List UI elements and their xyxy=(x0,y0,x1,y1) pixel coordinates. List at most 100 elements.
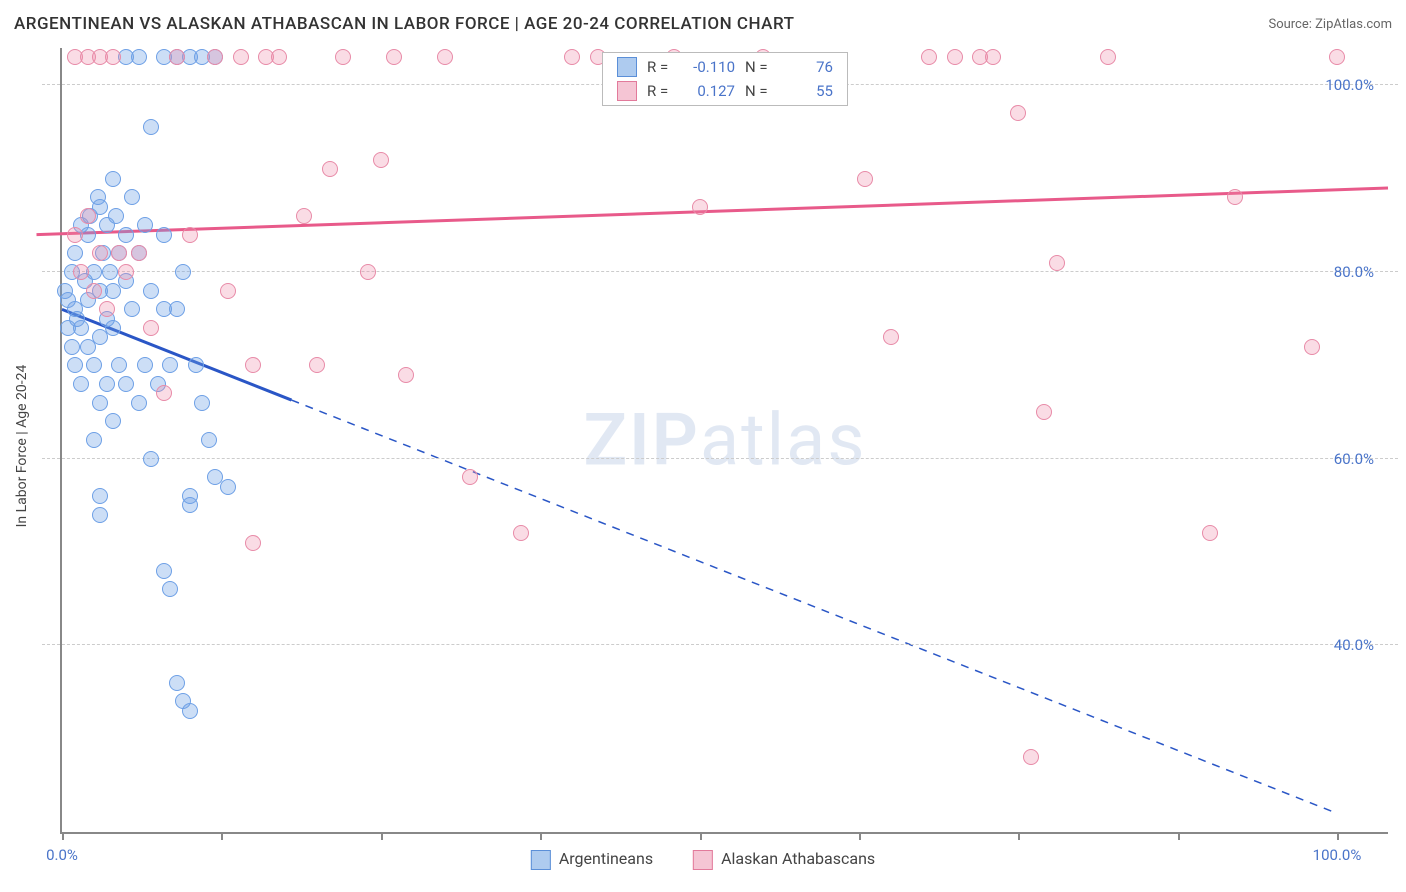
data-point xyxy=(99,376,115,392)
data-point xyxy=(1304,339,1320,355)
data-point xyxy=(118,227,134,243)
x-tick-label: 0.0% xyxy=(46,846,78,864)
data-point xyxy=(92,488,108,504)
x-tick xyxy=(1018,832,1020,840)
data-point xyxy=(1227,189,1243,205)
data-point xyxy=(1329,49,1345,65)
data-point xyxy=(309,357,325,373)
data-point xyxy=(105,49,121,65)
series-swatch-1 xyxy=(531,850,551,870)
data-point xyxy=(60,320,76,336)
data-point xyxy=(188,357,204,373)
series-label-2: Alaskan Athabascans xyxy=(721,849,875,868)
data-point xyxy=(86,283,102,299)
data-point xyxy=(162,357,178,373)
data-point xyxy=(169,49,185,65)
plot-area: ZIPatlas R = -0.110 N = 76 R = 0.127 N =… xyxy=(60,48,1388,834)
source-name: ZipAtlas.com xyxy=(1315,17,1392,32)
legend-n-label-2: N = xyxy=(745,82,771,100)
data-point xyxy=(1202,525,1218,541)
data-point xyxy=(131,395,147,411)
x-tick xyxy=(540,832,542,840)
correlation-legend-row-2: R = 0.127 N = 55 xyxy=(603,79,847,103)
series-legend-item-2: Alaskan Athabascans xyxy=(693,849,875,870)
legend-r-label-2: R = xyxy=(647,82,673,100)
data-point xyxy=(156,563,172,579)
gridline-h xyxy=(42,644,1398,645)
data-point xyxy=(67,245,83,261)
data-point xyxy=(1010,105,1026,121)
x-tick xyxy=(859,832,861,840)
data-point xyxy=(143,451,159,467)
data-point xyxy=(105,320,121,336)
data-point xyxy=(182,227,198,243)
data-point xyxy=(245,357,261,373)
data-point xyxy=(564,49,580,65)
x-tick xyxy=(700,832,702,840)
data-point xyxy=(131,245,147,261)
x-tick-label: 100.0% xyxy=(1313,846,1362,864)
trend-line-solid xyxy=(62,309,292,400)
data-point xyxy=(92,507,108,523)
series-legend-item-1: Argentineans xyxy=(531,849,653,870)
data-point xyxy=(462,469,478,485)
data-point xyxy=(137,217,153,233)
legend-swatch-2 xyxy=(617,81,637,101)
data-point xyxy=(73,376,89,392)
data-point xyxy=(220,479,236,495)
legend-r-value-1: -0.110 xyxy=(683,58,735,76)
legend-r-value-2: 0.127 xyxy=(683,82,735,100)
x-tick xyxy=(1178,832,1180,840)
y-tick-label: 100.0% xyxy=(1325,76,1374,94)
data-point xyxy=(73,264,89,280)
data-point xyxy=(143,320,159,336)
data-point xyxy=(1036,404,1052,420)
legend-swatch-1 xyxy=(617,57,637,77)
data-point xyxy=(175,264,191,280)
x-tick xyxy=(381,832,383,840)
data-point xyxy=(373,152,389,168)
y-tick-label: 40.0% xyxy=(1334,636,1374,654)
data-point xyxy=(92,245,108,261)
data-point xyxy=(201,432,217,448)
data-point xyxy=(194,395,210,411)
data-point xyxy=(857,171,873,187)
series-legend: Argentineans Alaskan Athabascans xyxy=(531,849,875,870)
correlation-legend: R = -0.110 N = 76 R = 0.127 N = 55 xyxy=(602,52,848,106)
data-point xyxy=(105,413,121,429)
chart-title: ARGENTINEAN VS ALASKAN ATHABASCAN IN LAB… xyxy=(14,14,794,34)
data-point xyxy=(182,703,198,719)
data-point xyxy=(220,283,236,299)
legend-n-value-1: 76 xyxy=(781,58,833,76)
chart-header: ARGENTINEAN VS ALASKAN ATHABASCAN IN LAB… xyxy=(0,0,1406,48)
data-point xyxy=(245,535,261,551)
data-point xyxy=(947,49,963,65)
data-point xyxy=(137,357,153,373)
y-axis-title: In Labor Force | Age 20-24 xyxy=(14,365,30,528)
x-tick xyxy=(62,832,64,840)
data-point xyxy=(143,119,159,135)
data-point xyxy=(67,357,83,373)
data-point xyxy=(111,245,127,261)
data-point xyxy=(1100,49,1116,65)
data-point xyxy=(233,49,249,65)
data-point xyxy=(1049,255,1065,271)
x-tick xyxy=(221,832,223,840)
data-point xyxy=(102,264,118,280)
source-attribution: Source: ZipAtlas.com xyxy=(1268,17,1392,32)
gridline-h xyxy=(42,271,1398,272)
data-point xyxy=(322,161,338,177)
data-point xyxy=(169,675,185,691)
data-point xyxy=(67,227,83,243)
data-point xyxy=(86,432,102,448)
data-point xyxy=(296,208,312,224)
correlation-legend-row-1: R = -0.110 N = 76 xyxy=(603,55,847,79)
legend-r-label-1: R = xyxy=(647,58,673,76)
data-point xyxy=(692,199,708,215)
data-point xyxy=(111,357,127,373)
data-point xyxy=(985,49,1001,65)
data-point xyxy=(92,395,108,411)
trend-line-solid xyxy=(37,188,1389,235)
data-point xyxy=(513,525,529,541)
data-point xyxy=(883,329,899,345)
